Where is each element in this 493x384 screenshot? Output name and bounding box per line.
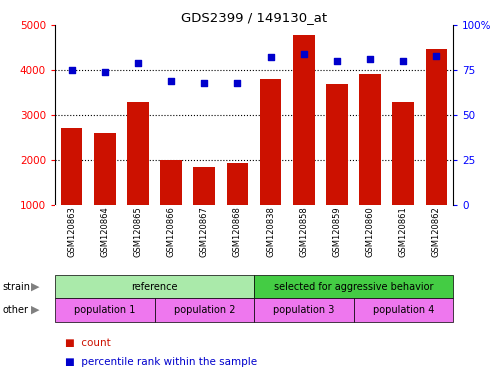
Point — [167, 78, 175, 84]
Point — [399, 58, 407, 64]
Text: GSM120867: GSM120867 — [200, 207, 209, 257]
Text: GSM120861: GSM120861 — [399, 207, 408, 257]
Bar — [127, 102, 149, 205]
Bar — [326, 83, 348, 205]
Text: selected for aggressive behavior: selected for aggressive behavior — [274, 281, 433, 291]
Point — [234, 79, 242, 86]
Bar — [392, 102, 414, 205]
Text: ▶: ▶ — [31, 281, 39, 291]
Bar — [353, 298, 453, 322]
Text: GSM120863: GSM120863 — [67, 207, 76, 257]
Bar — [293, 35, 315, 205]
Text: strain: strain — [2, 281, 31, 291]
Point — [134, 60, 142, 66]
Text: other: other — [2, 305, 29, 315]
Text: ■  count: ■ count — [65, 338, 110, 348]
Point — [300, 51, 308, 57]
Text: population 4: population 4 — [373, 305, 434, 315]
Point — [200, 79, 208, 86]
Bar — [254, 275, 453, 298]
Text: population 2: population 2 — [174, 305, 235, 315]
Text: GSM120866: GSM120866 — [167, 207, 176, 257]
Point — [68, 67, 75, 73]
Point — [267, 54, 275, 60]
Point — [333, 58, 341, 64]
Text: GSM120858: GSM120858 — [299, 207, 308, 257]
Bar — [61, 127, 82, 205]
Text: GSM120838: GSM120838 — [266, 207, 275, 257]
Text: GSM120868: GSM120868 — [233, 207, 242, 257]
Bar — [193, 167, 215, 205]
Bar — [260, 79, 282, 205]
Point — [101, 69, 108, 75]
Bar — [154, 298, 254, 322]
Bar — [227, 163, 248, 205]
Bar — [55, 298, 154, 322]
Point — [366, 56, 374, 62]
Point — [432, 53, 440, 59]
Text: ■  percentile rank within the sample: ■ percentile rank within the sample — [65, 357, 257, 367]
Text: GSM120862: GSM120862 — [432, 207, 441, 257]
Bar — [55, 275, 254, 298]
Bar — [94, 134, 115, 205]
Text: ▶: ▶ — [31, 305, 39, 315]
Text: population 1: population 1 — [74, 305, 136, 315]
Text: GSM120860: GSM120860 — [366, 207, 375, 257]
Title: GDS2399 / 149130_at: GDS2399 / 149130_at — [181, 11, 327, 24]
Text: population 3: population 3 — [273, 305, 334, 315]
Text: reference: reference — [131, 281, 178, 291]
Bar — [359, 74, 381, 205]
Bar — [160, 159, 182, 205]
Text: GSM120859: GSM120859 — [332, 207, 342, 257]
Bar — [425, 49, 447, 205]
Text: GSM120864: GSM120864 — [100, 207, 109, 257]
Text: GSM120865: GSM120865 — [134, 207, 142, 257]
Bar — [254, 298, 353, 322]
